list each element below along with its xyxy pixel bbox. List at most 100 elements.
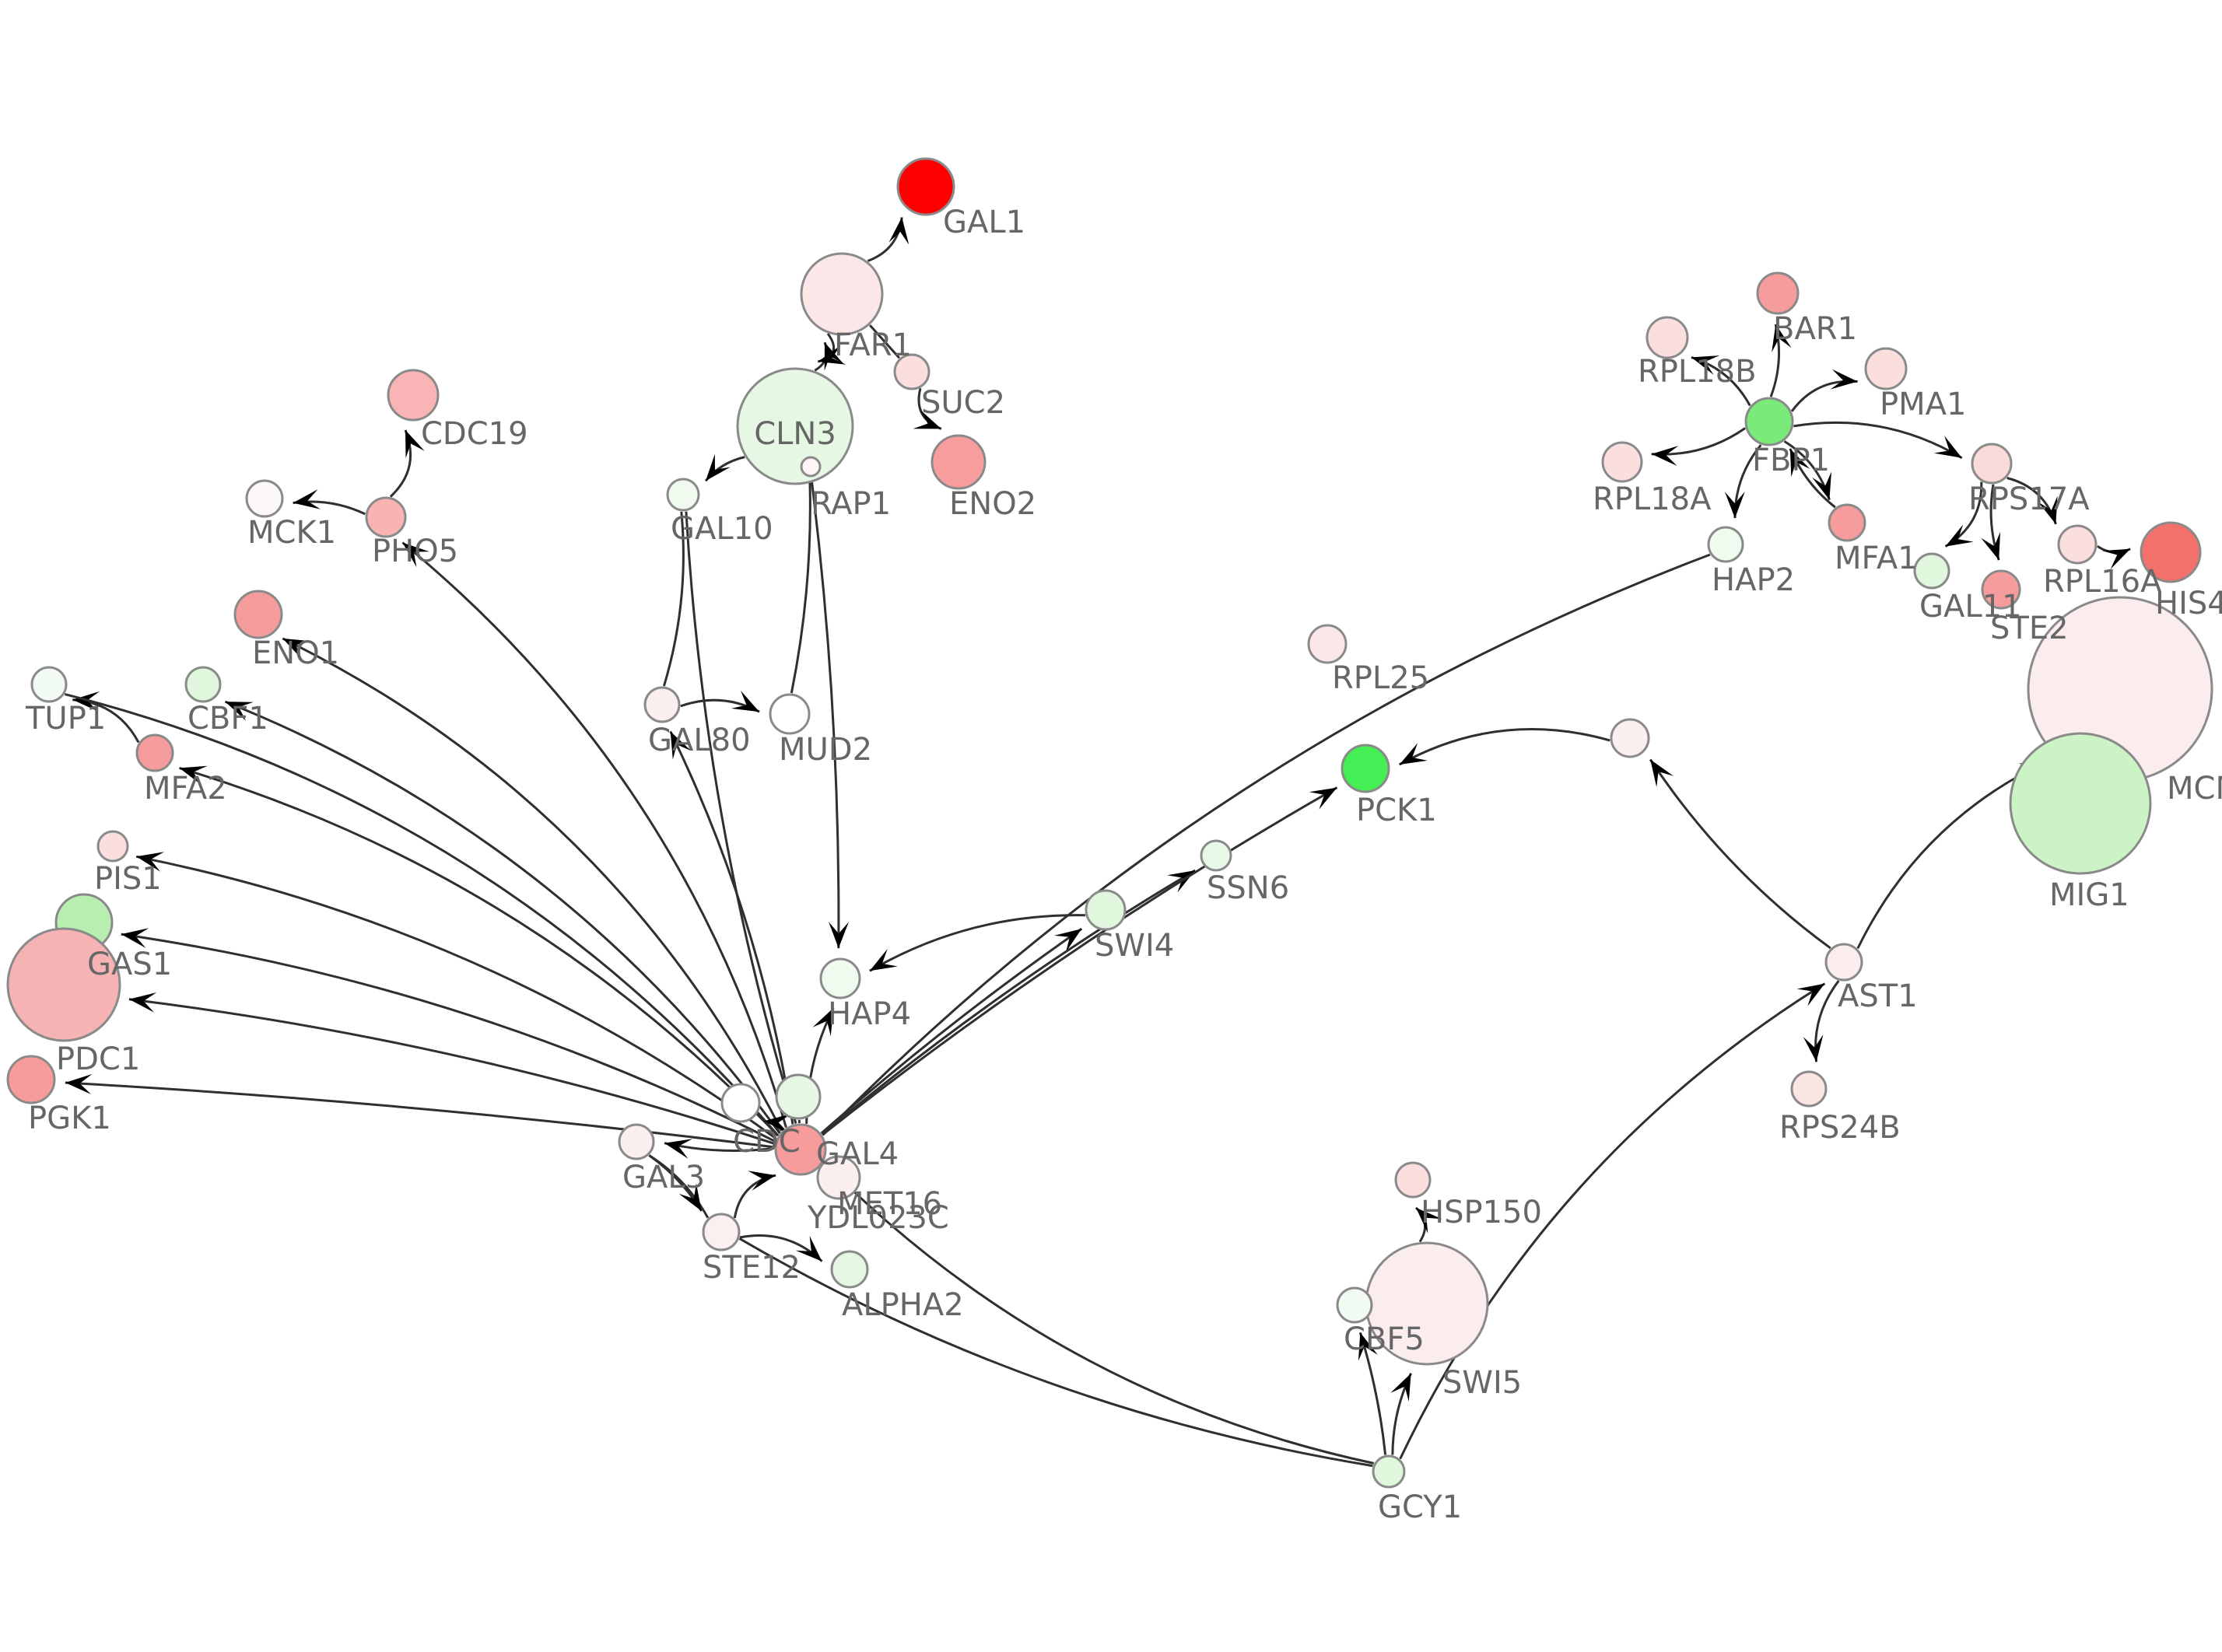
edge-gal4-to-gal80 xyxy=(669,730,794,1125)
gene-label-rpl16a: RPL16A xyxy=(2043,564,2162,600)
gene-node-rpl25[interactable] xyxy=(1307,624,1348,664)
gene-node-gal1[interactable] xyxy=(896,157,955,216)
gene-node-hap4[interactable] xyxy=(819,957,861,999)
gene-node-rps17a[interactable] xyxy=(1971,443,2013,485)
gene-node-ydl023c[interactable] xyxy=(816,1155,861,1200)
arrowhead-fbp1-to-mfa1 xyxy=(1812,471,1831,500)
gene-node-pdc1[interactable] xyxy=(6,927,121,1042)
gene-node-suc2[interactable] xyxy=(893,353,931,390)
edge-unnamed_ast-to-pck1 xyxy=(1398,728,1610,766)
gene-node-fbp1[interactable] xyxy=(1744,397,1794,446)
gene-node-hsp150[interactable] xyxy=(1394,1161,1432,1199)
gene-node-cbf1[interactable] xyxy=(184,666,222,703)
gene-node-ste2[interactable] xyxy=(1981,569,2021,610)
gene-node-gal3[interactable] xyxy=(618,1123,655,1160)
gene-label-hap2: HAP2 xyxy=(1712,562,1795,598)
gene-label-suc2: SUC2 xyxy=(921,385,1005,421)
gene-label-rpl18a: RPL18A xyxy=(1593,481,1712,517)
arrowhead-swi4-to-hap4 xyxy=(869,949,898,971)
gene-label-ast1: AST1 xyxy=(1838,978,1918,1014)
gene-node-bar1[interactable] xyxy=(1756,271,1800,315)
gene-node-gal10[interactable] xyxy=(666,478,700,512)
gene-node-ast1[interactable] xyxy=(1824,943,1863,982)
edge-far1-to-gal1 xyxy=(867,217,903,262)
gene-node-eno2[interactable] xyxy=(931,434,987,490)
edge-ste12-to-gcy1 xyxy=(738,1237,1373,1468)
gene-node-gal80[interactable] xyxy=(643,686,681,723)
arrowhead-gal4-to-pgk1 xyxy=(65,1073,93,1094)
gene-node-cbf5[interactable] xyxy=(1336,1286,1373,1324)
gene-label-mig1: MIG1 xyxy=(2049,877,2129,913)
edge-gal4-to-pdc1 xyxy=(128,998,776,1146)
arrowhead-ste12-to-alpha2 xyxy=(795,1235,822,1262)
gene-node-pis1[interactable] xyxy=(96,830,129,863)
gene-node-his4[interactable] xyxy=(2140,521,2202,583)
edge-gal4-to-cbf1 xyxy=(224,700,781,1134)
edge-gal4-to-hap2 xyxy=(822,553,1711,1136)
gene-node-rpl16a[interactable] xyxy=(2057,524,2098,565)
gene-label-gal1: GAL1 xyxy=(943,205,1025,240)
edge-rap1-to-hap4 xyxy=(810,477,840,949)
gene-label-hap4: HAP4 xyxy=(828,996,911,1032)
edge-ast1-to-unnamed_ast xyxy=(1649,758,1831,950)
gene-node-far1[interactable] xyxy=(800,252,884,336)
gene-node-rap1[interactable] xyxy=(800,456,822,478)
edge-swi4-to-hap4 xyxy=(869,914,1085,972)
arrowhead-gal4-to-eno1 xyxy=(282,638,311,660)
gene-node-cln3[interactable] xyxy=(736,367,854,485)
gene-node-gcy1[interactable] xyxy=(1372,1454,1406,1489)
gene-node-rpl18b[interactable] xyxy=(1645,316,1689,359)
gene-label-mfa2: MFA2 xyxy=(144,771,227,807)
edge-gal4-to-gcy1 xyxy=(822,1161,1375,1465)
gene-node-mfa1[interactable] xyxy=(1828,503,1866,542)
arrowhead-gal4-to-gal3 xyxy=(664,1139,692,1159)
gene-label-alpha2: ALPHA2 xyxy=(842,1287,964,1323)
gene-label-ste12: STE12 xyxy=(703,1250,801,1286)
gene-node-pck1[interactable] xyxy=(1341,744,1390,793)
gene-node-ssn6[interactable] xyxy=(1200,839,1232,872)
arrowhead-fbp1-to-bar1 xyxy=(1772,324,1792,352)
gene-node-ste12[interactable] xyxy=(702,1213,741,1251)
edge-ste12-to-gal4 xyxy=(733,1174,776,1219)
gene-node-unnamed_ast[interactable] xyxy=(1610,718,1650,758)
arrowhead-gcy1-to-swi5 xyxy=(1390,1373,1411,1402)
gene-node-pho5[interactable] xyxy=(365,496,407,538)
gene-node-cdc39[interactable] xyxy=(720,1083,761,1123)
arrowhead-fbp1-to-rpl18b xyxy=(1691,355,1720,375)
edge-fbp1-to-pma1 xyxy=(1790,380,1858,412)
gene-label-pgk1: PGK1 xyxy=(28,1101,111,1136)
gene-node-pgk1[interactable] xyxy=(6,1055,56,1104)
gene-label-cdc19: CDC19 xyxy=(421,416,528,452)
gene-node-hap2[interactable] xyxy=(1707,526,1744,563)
edge-rps17a-to-rpl16a xyxy=(2006,477,2057,525)
gene-node-pma1[interactable] xyxy=(1864,347,1908,390)
arrowhead-rps17a-to-ste2 xyxy=(1981,531,2000,561)
gene-node-mig1[interactable] xyxy=(2009,732,2152,875)
gene-node-mfa2[interactable] xyxy=(135,733,174,772)
gene-node-gal4[interactable] xyxy=(774,1123,827,1176)
gene-node-eno1[interactable] xyxy=(233,590,283,639)
gene-node-swi4[interactable] xyxy=(1085,889,1127,931)
arrowhead-fbp1-to-pma1 xyxy=(1830,369,1858,390)
gene-node-gal11[interactable] xyxy=(1913,552,1950,590)
gene-label-mcm1: MCM1 xyxy=(2167,771,2222,807)
gene-label-ssn6: SSN6 xyxy=(1207,870,1289,906)
gene-node-tup1[interactable] xyxy=(30,666,68,703)
gene-node-rpl18a[interactable] xyxy=(1601,441,1643,483)
arrowhead-gcy1-to-cbf5 xyxy=(1358,1332,1378,1361)
gene-node-mud2[interactable] xyxy=(769,693,811,735)
arrowhead-gal4-to-gal80 xyxy=(670,731,692,760)
edge-gal4-to-gas1 xyxy=(121,933,776,1143)
gene-node-met16[interactable] xyxy=(775,1073,822,1120)
arrowhead-gal4-to-pis1 xyxy=(136,852,165,872)
edge-gal4-to-tup1 xyxy=(65,693,780,1137)
gene-node-rps24b[interactable] xyxy=(1790,1070,1828,1108)
gene-node-swi5[interactable] xyxy=(1365,1241,1489,1366)
edge-gal4-to-mfa2 xyxy=(179,766,780,1137)
gene-node-alpha2[interactable] xyxy=(830,1250,869,1289)
gene-node-cdc19[interactable] xyxy=(387,369,440,422)
gene-node-mck1[interactable] xyxy=(245,479,284,518)
arrowhead-far1-to-gal1 xyxy=(888,217,909,245)
